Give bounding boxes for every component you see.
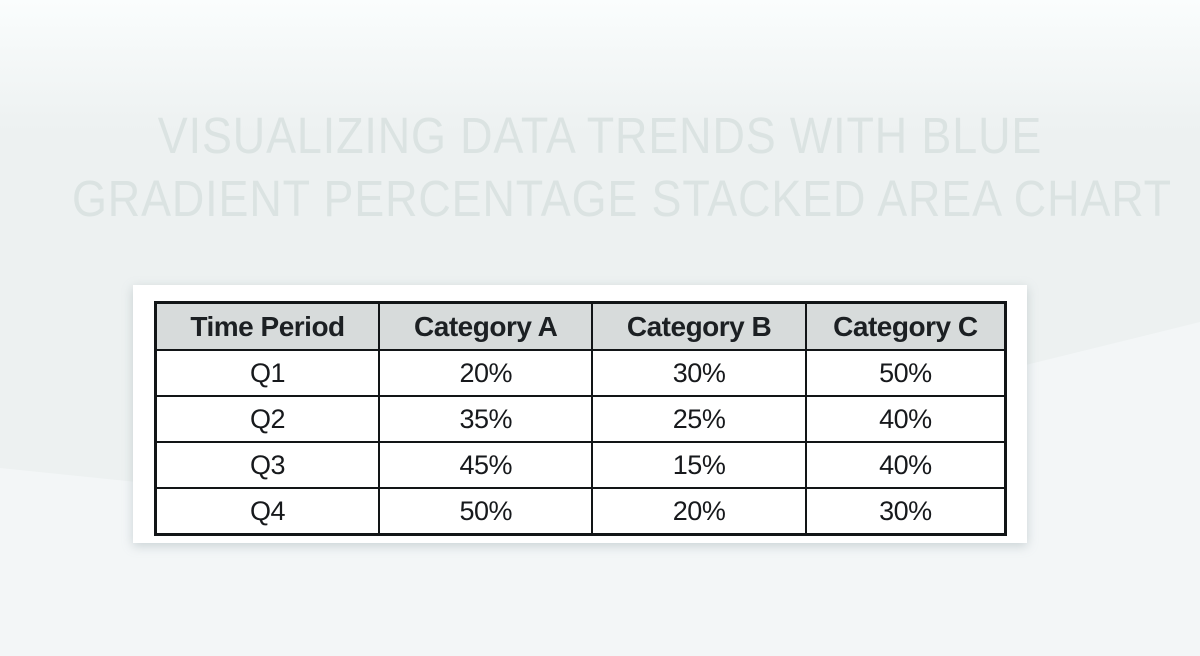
table-card: Time Period Category A Category B Catego…: [133, 285, 1027, 543]
column-header-category-a: Category A: [378, 301, 594, 351]
column-header-category-c: Category C: [804, 301, 1007, 351]
column-header-category-b: Category B: [591, 301, 807, 351]
table-cell: 40%: [804, 395, 1007, 443]
data-table: Time Period Category A Category B Catego…: [154, 301, 1007, 536]
table-body: Q1 20% 30% 50% Q2 35% 25% 40% Q3 45% 15% 40% Q4 50% 20…: [154, 349, 1007, 536]
page-title-line-1: VISUALIZING DATA TRENDS WITH BLUE: [157, 107, 1043, 164]
page-title: VISUALIZING DATA TRENDS WITH BLUE GRADIE…: [72, 104, 1172, 230]
table-cell: 30%: [591, 349, 807, 397]
table-header-row: Time Period Category A Category B Catego…: [154, 301, 1007, 351]
table-cell: Q3: [154, 441, 381, 489]
table-cell: 40%: [804, 441, 1007, 489]
table-cell: 45%: [378, 441, 594, 489]
table-cell: 15%: [591, 441, 807, 489]
table-cell: Q1: [154, 349, 381, 397]
table-row: Q2 35% 25% 40%: [154, 395, 1007, 443]
table-row: Q3 45% 15% 40%: [154, 441, 1007, 489]
page-title-line-2: GRADIENT PERCENTAGE STACKED AREA CHART: [72, 170, 1172, 227]
table-cell: 50%: [378, 487, 594, 536]
table-cell: 35%: [378, 395, 594, 443]
table-cell: 30%: [804, 487, 1007, 536]
table-cell: 20%: [378, 349, 594, 397]
table-cell: 20%: [591, 487, 807, 536]
table-cell: Q2: [154, 395, 381, 443]
table-cell: 50%: [804, 349, 1007, 397]
table-cell: 25%: [591, 395, 807, 443]
table-row: Q4 50% 20% 30%: [154, 487, 1007, 536]
column-header-time-period: Time Period: [154, 301, 381, 351]
table-row: Q1 20% 30% 50%: [154, 349, 1007, 397]
table-cell: Q4: [154, 487, 381, 536]
